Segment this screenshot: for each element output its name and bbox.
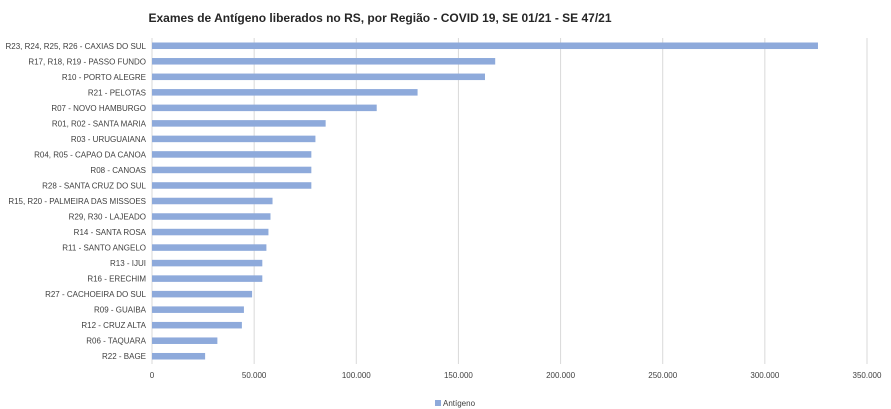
bar (152, 228, 269, 236)
category-labels: R23, R24, R25, R26 - CAXIAS DO SUL R17, R… (6, 42, 147, 361)
category-label: R10 - PORTO ALEGRE (62, 73, 146, 82)
category-label: R06 - TAQUARA (86, 337, 146, 346)
category-label: R15, R20 - PALMEIRA DAS MISSOES (8, 197, 146, 206)
x-tick-label: 150.000 (444, 371, 473, 380)
bar (152, 73, 485, 81)
bar (152, 321, 242, 329)
chart-title: Exames de Antígeno liberados no RS, por … (148, 11, 611, 25)
category-label: R17, R18, R19 - PASSO FUNDO (28, 57, 146, 66)
bar (152, 135, 316, 143)
category-label: R04, R05 - CAPAO DA CANOA (34, 150, 147, 159)
x-tick-label: 200.000 (546, 371, 575, 380)
category-label: R16 - ERECHIM (87, 275, 146, 284)
x-tick-label: 300.000 (750, 371, 779, 380)
bar (152, 259, 263, 267)
bar (152, 197, 273, 205)
category-label: R07 - NOVO HAMBURGO (51, 104, 146, 113)
category-label: R29, R30 - LAJEADO (69, 213, 146, 222)
category-label: R22 - BAGE (102, 352, 146, 361)
x-tick-label: 50.000 (242, 371, 267, 380)
bar (152, 104, 377, 112)
bar (152, 58, 496, 65)
category-label: R28 - SANTA CRUZ DO SUL (42, 181, 146, 190)
x-tick-label: 250.000 (648, 371, 677, 380)
x-tick-label: 350.000 (853, 371, 882, 380)
bar (152, 244, 267, 251)
category-label: R08 - CANOAS (90, 166, 146, 175)
bar (152, 352, 206, 360)
bar (152, 42, 818, 50)
bar (152, 166, 312, 174)
x-tick-labels: 0 50.000 100.000 150.000 200.000 250.000 300.0… (150, 371, 882, 380)
legend-swatch (435, 400, 441, 406)
bar (152, 89, 418, 96)
category-label: R27 - CACHOEIRA DO SUL (45, 290, 146, 299)
category-label: R14 - SANTA ROSA (74, 228, 147, 237)
x-tick-label: 0 (150, 371, 155, 380)
x-tick-label: 100.000 (342, 371, 371, 380)
category-label: R12 - CRUZ ALTA (81, 321, 146, 330)
bars (152, 42, 818, 360)
bar (152, 120, 326, 127)
category-label: R11 - SANTO ANGELO (62, 244, 146, 253)
category-label: R13 - IJUI (110, 259, 146, 268)
category-label: R01, R02 - SANTA MARIA (52, 119, 147, 128)
legend-label: Antígeno (443, 399, 476, 408)
category-label: R23, R24, R25, R26 - CAXIAS DO SUL (6, 42, 147, 51)
category-label: R21 - PELOTAS (88, 88, 146, 97)
bar (152, 182, 312, 189)
bar (152, 151, 312, 158)
bar (152, 213, 271, 220)
legend: Antígeno (435, 399, 476, 408)
bar (152, 290, 253, 298)
bar (152, 337, 218, 344)
bar (152, 275, 263, 282)
category-label: R03 - URUGUAIANA (71, 135, 147, 144)
category-label: R09 - GUAIBA (94, 306, 147, 315)
bar (152, 306, 244, 313)
